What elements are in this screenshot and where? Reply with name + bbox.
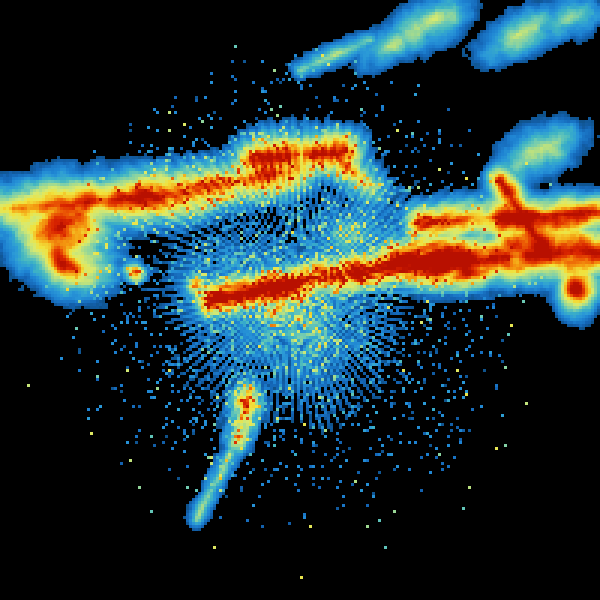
radar-reflectivity-canvas xyxy=(0,0,600,600)
radar-display: Radar Reflectivity Plan View Reflectivit… xyxy=(0,0,600,600)
